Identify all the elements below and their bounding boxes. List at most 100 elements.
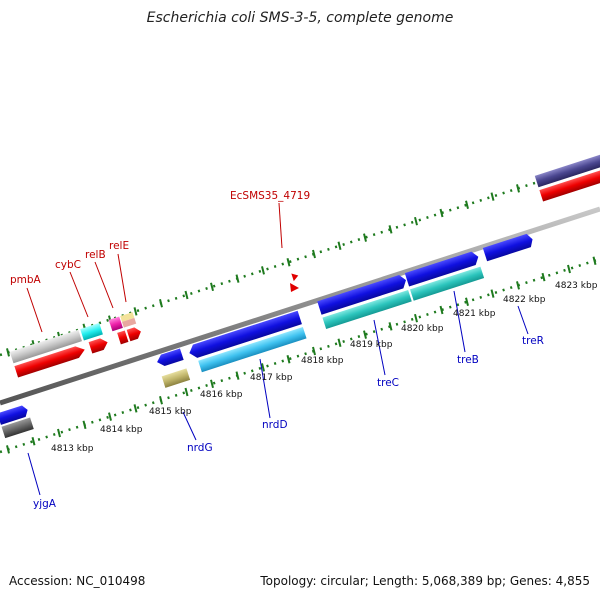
gene-feature-teal bbox=[410, 266, 485, 301]
tick-label: 4821 kbp bbox=[453, 309, 496, 319]
gene-labels-bottom: yjgA nrdG nrdD treC treB treR bbox=[33, 335, 544, 510]
map-title: Escherichia coli SMS-3-5, complete genom… bbox=[146, 10, 454, 26]
gene-nrdG-arrow bbox=[157, 348, 184, 367]
gene-feature-olive bbox=[161, 368, 191, 388]
tick-labels: 4813 kbp 4814 kbp 4815 kbp 4816 kbp 4817… bbox=[51, 281, 598, 454]
gene-label-treC: treC bbox=[377, 377, 399, 389]
tick-mark bbox=[465, 297, 469, 307]
gene-feature-red-small bbox=[291, 273, 299, 282]
accession-text: Accession: NC_010498 bbox=[9, 574, 146, 588]
genome-backbone bbox=[0, 206, 600, 406]
tick-mark bbox=[133, 404, 138, 413]
tick-track-top bbox=[0, 160, 600, 357]
gene-feature-red bbox=[126, 327, 141, 342]
leader-lines-top bbox=[26, 202, 283, 333]
gene-feature-purple bbox=[534, 154, 600, 188]
gene-label-yjgA: yjgA bbox=[33, 498, 57, 510]
tick-label: 4822 kbp bbox=[503, 295, 546, 305]
tick-mark bbox=[133, 307, 138, 316]
gene-feature-dark bbox=[1, 417, 34, 439]
gene-label-relB: relB bbox=[85, 249, 106, 261]
tick-mark bbox=[541, 272, 546, 282]
tick-mark bbox=[388, 322, 393, 331]
tick-mark bbox=[57, 428, 61, 438]
tick-mark bbox=[210, 379, 214, 389]
tick-mark bbox=[235, 274, 240, 283]
gene-relE-block bbox=[120, 312, 135, 322]
tick-mark bbox=[388, 225, 393, 234]
tick-mark bbox=[490, 192, 495, 201]
tick-mark bbox=[31, 436, 36, 446]
tick-mark bbox=[312, 249, 316, 259]
gene-features-top bbox=[9, 154, 600, 378]
tick-label: 4819 kbp bbox=[350, 340, 393, 350]
gene-label-nrdD: nrdD bbox=[262, 419, 288, 431]
topology-summary: Topology: circular; Length: 5,068,389 bp… bbox=[260, 574, 590, 588]
gene-labels-top: pmbA cybC relB relE EcSMS35_4719 bbox=[10, 190, 310, 286]
gene-nrdD-arrow bbox=[189, 310, 302, 358]
tick-mark bbox=[363, 330, 367, 339]
tick-mark bbox=[414, 313, 418, 323]
tick-mark bbox=[261, 363, 265, 372]
gene-feature-red bbox=[88, 338, 108, 354]
gene-treR-arrow bbox=[482, 233, 533, 262]
tick-mark bbox=[261, 266, 265, 275]
gene-label-EcSMS35_4719: EcSMS35_4719 bbox=[230, 190, 310, 202]
gene-feature-red bbox=[14, 346, 85, 378]
tick-label: 4823 kbp bbox=[555, 281, 598, 291]
gene-label-cybC: cybC bbox=[55, 259, 81, 271]
gene-features-bottom bbox=[0, 233, 533, 439]
tick-mark bbox=[439, 208, 444, 218]
tick-mark bbox=[159, 298, 163, 308]
tick-mark bbox=[159, 395, 163, 405]
gene-label-treB: treB bbox=[457, 354, 479, 366]
tick-mark bbox=[286, 257, 291, 267]
tick-mark bbox=[516, 184, 520, 193]
tick-mark bbox=[414, 216, 418, 226]
gene-treB-arrow bbox=[404, 251, 479, 287]
tick-mark bbox=[210, 282, 214, 292]
tick-mark bbox=[184, 290, 189, 300]
gene-cybC-block bbox=[80, 322, 103, 341]
tick-mark bbox=[363, 233, 367, 242]
gene-label-relE: relE bbox=[109, 240, 129, 252]
tick-mark bbox=[6, 348, 10, 357]
gene-label-nrdG: nrdG bbox=[187, 442, 213, 454]
tick-mark bbox=[312, 346, 316, 356]
leader-lines-bottom bbox=[27, 290, 529, 496]
tick-mark bbox=[490, 289, 495, 298]
tick-mark bbox=[6, 445, 10, 454]
tick-mark bbox=[465, 200, 469, 210]
gene-label-treR: treR bbox=[522, 335, 544, 347]
gene-pmbA-block bbox=[9, 329, 82, 364]
tick-label: 4813 kbp bbox=[51, 444, 94, 454]
gene-feature-red bbox=[117, 330, 129, 345]
tick-label: 4820 kbp bbox=[401, 324, 444, 334]
tick-label: 4816 kbp bbox=[200, 390, 243, 400]
tick-label: 4815 kbp bbox=[149, 407, 192, 417]
gene-feature-teal bbox=[322, 289, 412, 330]
tick-label: 4814 kbp bbox=[100, 425, 143, 435]
tick-mark bbox=[516, 281, 520, 290]
tick-mark bbox=[108, 412, 112, 421]
tick-mark bbox=[567, 264, 571, 274]
tick-track-bottom bbox=[0, 257, 600, 454]
tick-mark bbox=[286, 354, 291, 364]
tick-mark bbox=[337, 338, 342, 348]
tick-label: 4817 kbp bbox=[250, 373, 293, 383]
gene-label-pmbA: pmbA bbox=[10, 274, 42, 286]
tick-mark bbox=[337, 241, 342, 251]
gene-relB-block bbox=[108, 316, 123, 332]
gene-EcSMS35_4719-arrow bbox=[290, 283, 299, 292]
tick-mark bbox=[439, 305, 444, 315]
gene-treC-arrow bbox=[317, 275, 406, 315]
tick-label: 4818 kbp bbox=[301, 356, 344, 366]
gene-feature-red bbox=[539, 168, 600, 202]
tick-mark bbox=[82, 420, 87, 430]
gene-yjgA-arrow bbox=[0, 405, 28, 425]
tick-mark bbox=[592, 256, 597, 266]
tick-mark bbox=[235, 371, 240, 380]
gene-feature-sky bbox=[198, 326, 307, 373]
tick-mark bbox=[184, 387, 189, 397]
